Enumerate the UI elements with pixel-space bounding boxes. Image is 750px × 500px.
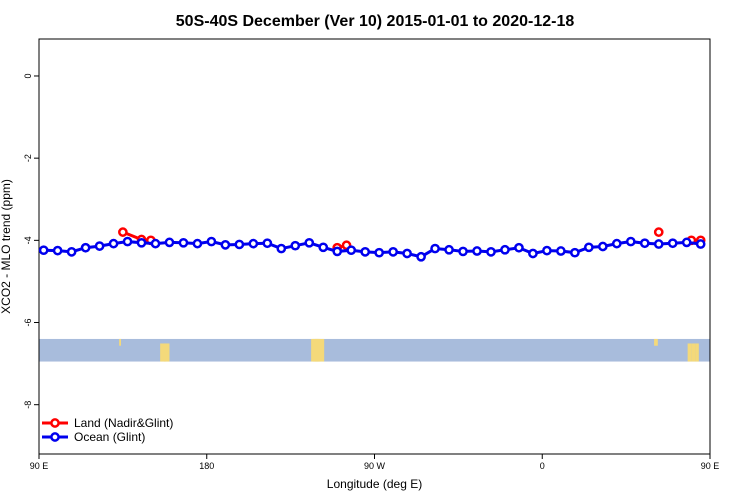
ocean-point [360,246,371,257]
ocean-point [667,238,678,249]
ocean-point [38,245,49,256]
ocean-point [486,246,496,257]
ocean-point [681,237,692,248]
ocean-point [346,245,357,256]
ocean-point [583,242,594,253]
ocean-point [653,239,664,249]
ocean-point [458,246,468,257]
legend-swatch-point [50,418,60,428]
map-land-patch [163,343,170,362]
ocean-point [192,238,203,249]
ocean-point [248,238,259,249]
y-axis-label: XCO2 - MLO trend (ppm) [0,179,13,314]
x-tick-label: 90 E [30,461,49,471]
ocean-point [542,245,552,256]
ocean-point [597,241,608,252]
x-tick-label: 90 W [364,461,386,471]
ocean-point [150,238,161,249]
y-tick-label: -8 [23,401,33,409]
ocean-point [374,247,385,258]
ocean-point [388,246,398,257]
ocean-point [402,248,412,259]
land-point [653,227,664,237]
map-land-patch [691,343,696,362]
map-land-patch [314,338,325,362]
ocean-point [430,243,440,254]
legend-label: Ocean (Glint) [74,430,145,444]
ocean-point [122,236,133,247]
y-tick-label: -4 [23,236,33,244]
map-land-patch [695,343,699,362]
ocean-point [444,244,454,255]
ocean-point [416,251,426,262]
legend-label: Land (Nadir&Glint) [74,416,173,430]
ocean-point [695,239,706,249]
y-axis: 0 -2 -4 -6 -8 [23,73,39,409]
y-tick-label: -6 [23,319,33,327]
ocean-point [262,238,273,249]
ocean-point [220,240,231,250]
x-tick-label: 90 E [701,461,720,471]
ocean-point [570,247,580,258]
land-point [118,227,128,237]
ocean-point [276,243,287,254]
legend: Land (Nadir&Glint)Ocean (Glint) [42,416,173,444]
ocean-point [318,242,329,253]
ocean-point [80,242,91,253]
y-tick-label: -2 [23,154,33,162]
ocean-point [472,246,482,256]
ocean-point [66,246,77,257]
ocean-point [304,237,315,248]
x-axis: 90 E 180 90 W 0 90 E [30,454,720,471]
ocean-point [234,239,245,250]
ocean-point [290,240,301,251]
ocean-point [639,238,650,249]
ocean-point [556,246,566,256]
ocean-point [94,241,105,251]
ocean-point [528,248,538,259]
ocean-point [108,238,119,249]
ocean-point [164,237,175,248]
ocean-point [500,244,510,255]
ocean-point [625,236,636,247]
x-tick-label: 0 [540,461,545,471]
y-tick-label: 0 [23,73,33,78]
legend-swatch-point [50,432,60,442]
ocean-point [136,237,147,248]
chart-title: 50S-40S December (Ver 10) 2015-01-01 to … [176,13,575,30]
ocean-point [611,238,622,249]
x-tick-label: 180 [199,461,214,471]
ocean-point [332,246,343,257]
map-strip [39,338,710,362]
ocean-point [178,237,189,248]
map-ocean [39,338,710,362]
map-land-patch [160,343,166,362]
ocean-point [206,236,217,247]
ocean-point [52,245,63,256]
map-land-patch [119,338,122,346]
series-ocean [38,236,706,262]
ocean-point [514,242,524,253]
map-land-patch [654,338,658,346]
x-axis-label: Longitude (deg E) [327,477,422,491]
map-land-patch [687,343,692,362]
